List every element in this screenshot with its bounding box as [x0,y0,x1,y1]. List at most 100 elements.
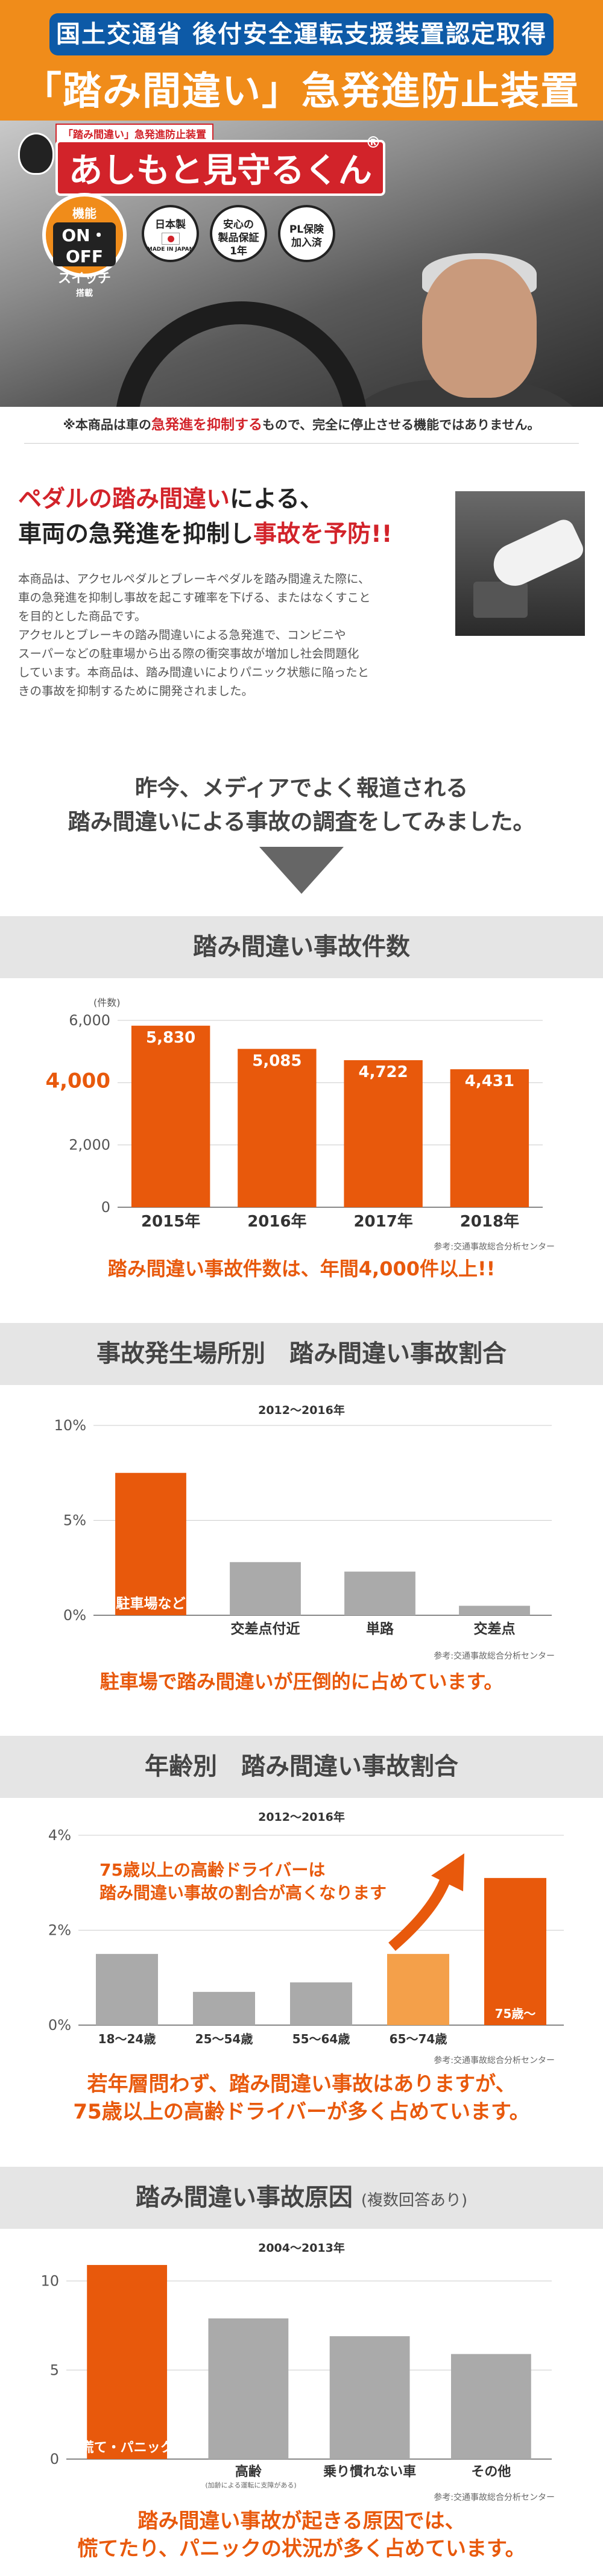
data-label: 4,431 [465,1072,514,1090]
age-ratio-chart: 0% 2% 4% 18～24歳 25～54歳 55～64歳 65～74歳 75歳～ 75歳以上の… [48,1827,564,2046]
y-tick-label: 4,000 [45,1069,110,1093]
intro-line: きの事故を抑制するために開発されました。 [18,684,254,698]
japan-flag-icon [161,233,180,245]
bar [238,1049,317,1207]
section-title: 踏み間違い事故原因 [135,2184,353,2211]
period-label: 2012～2016年 [258,1811,345,1824]
x-tick-label: 2017年 [353,1212,412,1231]
pedal-shape [473,582,528,618]
section-banner-age: 年齢別 踏み間違い事故割合 [0,1736,603,1798]
intro-heading-text: 車両の急発進を抑制し [18,521,254,548]
data-label: 5,085 [252,1052,302,1070]
product-logo: あしもと見守るくん [55,140,385,196]
pedal-photo [455,491,585,636]
x-tick-label: 慌て・パニック [81,2440,174,2455]
badge-line: 安心の [223,219,254,231]
bar [230,1562,301,1615]
caption-line: 若年層問わず、踏み間違い事故はありますが、 [87,2072,516,2096]
disclaimer: ※本商品は車の急発進を抑制するもので、完全に停止させる機能ではありません。 [0,413,603,433]
badge-line: 製品保証 [218,232,259,244]
x-tick-label: 交差点 [474,1621,516,1637]
y-tick-label: 10 [40,2273,59,2290]
mascot-icon [18,133,54,175]
annotation-arrow [388,1875,452,1951]
y-tick-label: 2% [48,1922,71,1939]
steering-wheel [115,301,368,407]
intro-body: 本商品は、アクセルペダルとブレーキペダルを踏み間違えた際に、 車の急発進を抑制し… [18,570,440,700]
chart-caption: 踏み間違い事故件数は、年間4,000件以上!! [107,1257,496,1280]
chart-caption: 若年層問わず、踏み間違い事故はありますが、 75歳以上の高齢ドライバーが多く占め… [0,2070,603,2126]
intro-heading-text: による、 [230,486,323,513]
source-note: 参考:交通事故総合分析センター [434,2493,555,2502]
bar [484,1877,547,2025]
section-title: 踏み間違い事故件数 [193,933,410,961]
warranty-badge: 安心の 製品保証 1年 [210,205,267,262]
section-banner-location: 事故発生場所別 踏み間違い事故割合 [0,1323,603,1385]
intro-heading: ペダルの踏み間違いによる、 車両の急発進を抑制し事故を予防!! [18,482,440,552]
badge-line: 機能 [72,206,96,221]
period-label: 2012～2016年 [258,1404,345,1417]
caption-line: 75歳以上の高齢ドライバーが多く占めています。 [73,2100,530,2124]
section-title: 事故発生場所別 踏み間違い事故割合 [96,1340,507,1368]
registered-mark: ® [365,134,381,152]
bar [87,2264,168,2459]
section-title: 年齢別 踏み間違い事故割合 [145,1753,458,1780]
x-tick-label: 乗り慣れない車 [323,2464,416,2480]
bar [192,1991,256,2025]
badge-line: 加入済 [291,237,322,249]
annotation-text: 75歳以上の高齢ドライバーは [99,1860,325,1880]
data-label: 4,722 [359,1063,408,1081]
bar [344,1060,423,1207]
x-tick-label: 25～54歳 [195,2032,253,2046]
chart-caption: 駐車場で踏み間違いが圧倒的に占めています。 [99,1670,504,1693]
disclaimer-highlight: 急発進を抑制する [151,417,262,433]
badge-line: 日本製 [155,219,186,231]
x-tick-label: その他 [471,2464,511,2480]
cause-footnote: (加齢による運転に支障がある) [205,2481,296,2489]
driver-face [422,259,537,398]
badge-line: MADE IN JAPAN [147,247,194,253]
y-tick-label: 0 [50,2451,59,2468]
made-in-japan-badge: 日本製 MADE IN JAPAN [142,205,199,262]
intro-line: 車の急発進を抑制し事故を起こす確率を下げる、またはなくすこと [18,591,371,605]
hero-banner: 国土交通省 後付安全運転支援装置認定取得 「踏み間違い」急発進防止装置 「踏み間… [0,0,603,407]
y-tick-label: 10% [54,1417,86,1434]
section-subtitle: (複数回答あり) [361,2191,468,2210]
bar [131,1025,210,1207]
intro-line: アクセルとブレーキの踏み間違いによる急発進で、コンビニや [18,628,346,642]
x-tick-label: 65～74歳 [390,2032,447,2046]
annotation-text: 踏み間違い事故の割合が高くなります [99,1883,387,1903]
x-tick-label: 55～64歳 [292,2032,350,2046]
x-tick-label: 単路 [366,1621,394,1637]
x-tick-label: 2016年 [247,1212,306,1231]
accident-count-chart: 0 2,000 4,000 6,000 (件数) 5,830 2015年 5,085 2016年… [45,997,543,1231]
y-tick-label: 2,000 [69,1137,110,1154]
intro-line: を目的とした商品です。 [18,609,147,623]
bar [208,2318,289,2459]
section-banner-cause: 踏み間違い事故原因 (複数回答あり) [0,2167,603,2229]
badge-line: スイッチ [57,271,111,286]
chart-caption: 踏み間違い事故が起きる原因では、 慌てたり、パニックの状況が多く占めています。 [0,2507,603,2563]
bar [95,1953,159,2025]
intro-line: スーパーなどの駐車場から出る際の衝突事故が増加し社会問題化 [18,647,359,661]
y-tick-label: 0 [101,1199,110,1216]
x-tick-label: 2015年 [141,1212,200,1231]
bar [329,2336,410,2459]
bar [459,1606,530,1615]
data-label: 5,830 [146,1029,195,1047]
bar [387,1953,450,2025]
x-tick-label: 75歳～ [495,2006,536,2021]
bar [289,1982,353,2025]
source-note: 参考:交通事故総合分析センター [434,1242,555,1252]
divider [24,443,579,444]
bar [450,1069,529,1207]
y-axis-label: (件数) [93,997,121,1008]
badge-line: ON・OFF [53,222,116,266]
arrow-head-icon [431,1853,464,1891]
caption-line: 踏み間違い事故が起きる原因では、 [137,2509,466,2533]
disclaimer-text: もので、完全に停止させる機能ではありません。 [262,418,540,432]
y-tick-label: 5% [63,1512,86,1529]
y-tick-label: 0% [48,2017,71,2034]
